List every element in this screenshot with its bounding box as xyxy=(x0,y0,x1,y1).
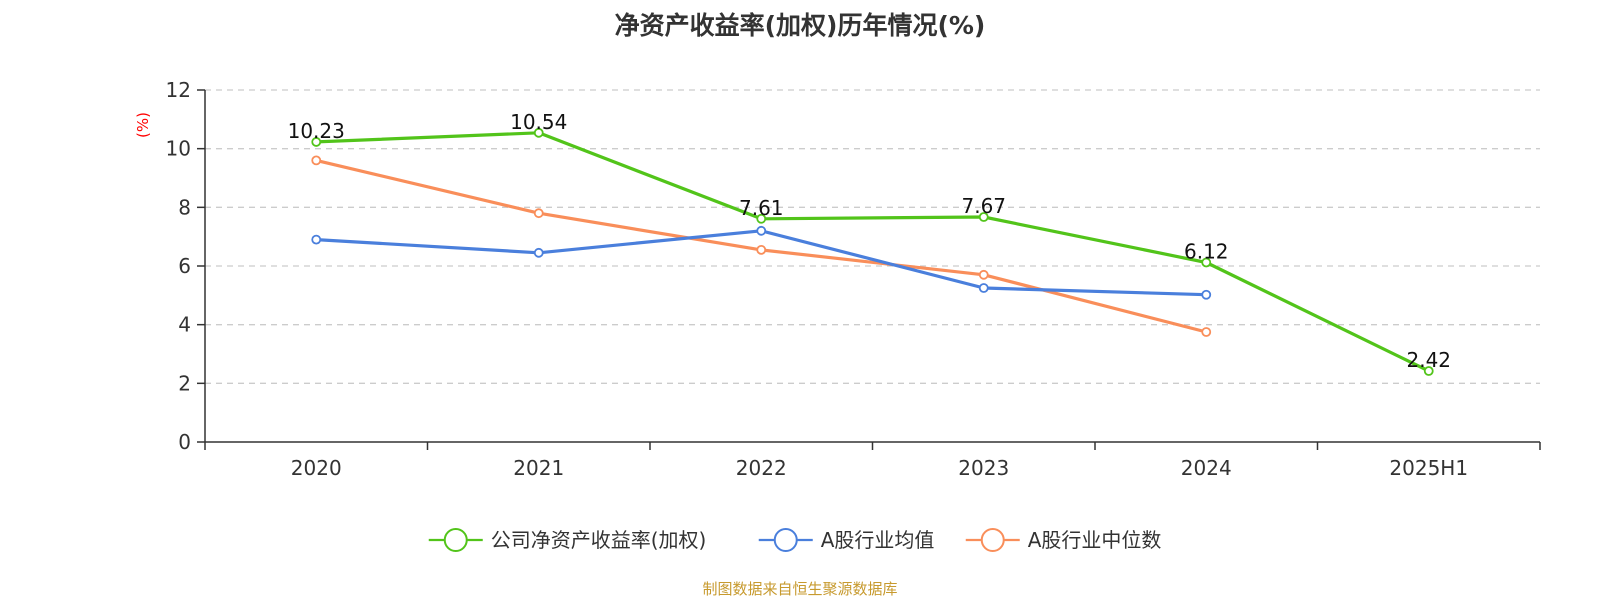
legend-label: 公司净资产收益率(加权) xyxy=(491,528,707,552)
data-point xyxy=(533,127,544,138)
data-point xyxy=(1201,327,1212,337)
data-point xyxy=(978,283,989,293)
data-point xyxy=(756,225,767,236)
legend-marker xyxy=(980,528,1005,552)
data-point xyxy=(1201,289,1212,300)
data-point xyxy=(756,244,767,255)
x-tick-label: 2022 xyxy=(736,456,787,480)
y-axis-unit-label: (%) xyxy=(134,112,152,138)
data-point xyxy=(756,213,767,224)
x-tick-label: 2023 xyxy=(958,456,1009,480)
legend-label: A股行业均值 xyxy=(821,528,935,552)
data-point xyxy=(1423,366,1434,376)
data-source-note: 制图数据来自恒生聚源数据库 xyxy=(702,580,898,598)
legend-marker xyxy=(443,528,468,552)
legend: 公司净资产收益率(加权) A股行业均值 A股行业中位数 xyxy=(428,528,1162,552)
x-tick-label: 2020 xyxy=(291,456,342,480)
legend-label: A股行业中位数 xyxy=(1028,528,1162,552)
data-label: 2.42 xyxy=(1406,348,1451,372)
data-point xyxy=(533,247,544,258)
data-point xyxy=(311,234,322,245)
series-line xyxy=(316,131,1430,373)
x-tick-label: 2024 xyxy=(1181,456,1232,480)
data-labels: 10.23 10.54 7.61 7.67 6.12 2.42 xyxy=(288,110,1451,372)
y-tick-label: 0 xyxy=(178,430,191,454)
x-tick-label: 2021 xyxy=(513,456,564,480)
chart-title: 净资产收益率(加权)历年情况(%) xyxy=(614,11,986,40)
data-point xyxy=(533,208,544,219)
data-point xyxy=(311,137,322,147)
y-tick-label: 10 xyxy=(166,137,191,161)
y-tick-label: 2 xyxy=(178,371,191,395)
data-label: 10.23 xyxy=(288,119,345,143)
data-point xyxy=(1201,257,1212,268)
y-tick-label: 8 xyxy=(178,195,191,219)
data-label: 7.61 xyxy=(739,196,784,220)
y-tick-label: 4 xyxy=(178,313,191,337)
data-label: 7.67 xyxy=(961,194,1006,218)
series-line xyxy=(316,229,1207,297)
data-point xyxy=(978,269,989,280)
gridlines xyxy=(205,89,1540,384)
data-point xyxy=(978,212,989,222)
legend-marker xyxy=(773,528,798,552)
y-tick-label: 12 xyxy=(166,78,191,102)
data-label: 10.54 xyxy=(510,110,567,134)
x-tick-label: 2025H1 xyxy=(1389,456,1468,480)
series-lines xyxy=(311,127,1434,376)
data-point xyxy=(311,155,322,166)
axes: 0 2 4 6 8 10 12 (%) 2020 2021 2022 2023 2024 2025H1 xyxy=(134,78,1541,480)
data-label: 6.12 xyxy=(1184,239,1229,263)
y-tick-label: 6 xyxy=(178,254,191,278)
